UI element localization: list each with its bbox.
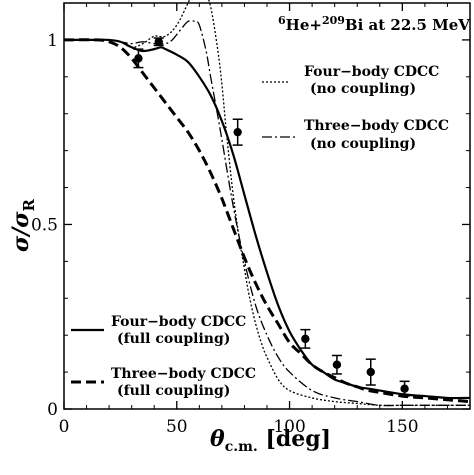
legend-label-four-body-full-coupling-2: (full coupling) (117, 331, 230, 347)
chart-title: 6He+209Bi at 22.5 MeV (278, 14, 470, 34)
y-tick-label: 0 (47, 400, 58, 420)
title-sup-2: 209 (322, 14, 345, 27)
data-point (365, 358, 376, 386)
legend: Four−body CDCC (no coupling) Three−body … (71, 64, 449, 399)
curve-three-body-no-coupling (63, 20, 470, 407)
legend-label-four-body-full-coupling-1: Four−body CDCC (111, 314, 246, 330)
title-base-1: He+ (286, 16, 322, 34)
x-axis-label: θc.m. [deg] (210, 426, 331, 455)
data-marker (400, 384, 409, 393)
data-marker (154, 37, 163, 46)
y-axis-label-main: σ/σ (8, 211, 34, 252)
legend-label-three-body-no-coupling-1: Three−body CDCC (304, 118, 449, 134)
x-axis-label-main: θ (210, 426, 225, 452)
y-axis-label-sub: R (20, 199, 38, 212)
y-tick-label: 1 (47, 31, 58, 51)
data-marker (366, 367, 375, 377)
y-tick-label: 0.5 (31, 215, 58, 235)
experimental-data (133, 37, 410, 397)
legend-label-three-body-full-coupling-1: Three−body CDCC (111, 366, 256, 382)
data-marker (332, 360, 342, 369)
x-tick-label: 150 (386, 417, 418, 437)
x-axis-label-sub: c.m. (225, 439, 258, 455)
data-point (153, 37, 164, 47)
data-point (399, 380, 410, 397)
curve-four-body-no-coupling (63, 0, 470, 407)
data-point (232, 118, 243, 146)
model-curves (63, 0, 471, 407)
legend-label-four-body-no-coupling-2: (no coupling) (310, 81, 416, 97)
y-axis-label: σ/σR (8, 199, 38, 252)
data-point (331, 354, 342, 375)
x-tick-label: 50 (166, 417, 188, 437)
curve-four-body-full-coupling (63, 38, 471, 400)
data-marker (233, 127, 242, 137)
legend-label-four-body-no-coupling-1: Four−body CDCC (304, 64, 439, 80)
legend-label-three-body-full-coupling-2: (full coupling) (117, 383, 230, 399)
curve-three-body-full-coupling (63, 38, 471, 404)
data-point (300, 328, 311, 349)
x-axis-label-unit: [deg] (258, 426, 331, 452)
x-tick-label: 100 (273, 417, 305, 437)
data-marker (134, 54, 143, 63)
title-sup-1: 6 (278, 14, 286, 27)
data-point (133, 48, 144, 69)
axis-ticks: 0 50 100 150 0 0.5 1 (31, 2, 471, 437)
data-marker (301, 334, 310, 344)
x-tick-label: 0 (59, 417, 70, 437)
legend-label-three-body-no-coupling-2: (no coupling) (310, 136, 416, 152)
title-base-2: Bi at 22.5 MeV (345, 16, 470, 34)
